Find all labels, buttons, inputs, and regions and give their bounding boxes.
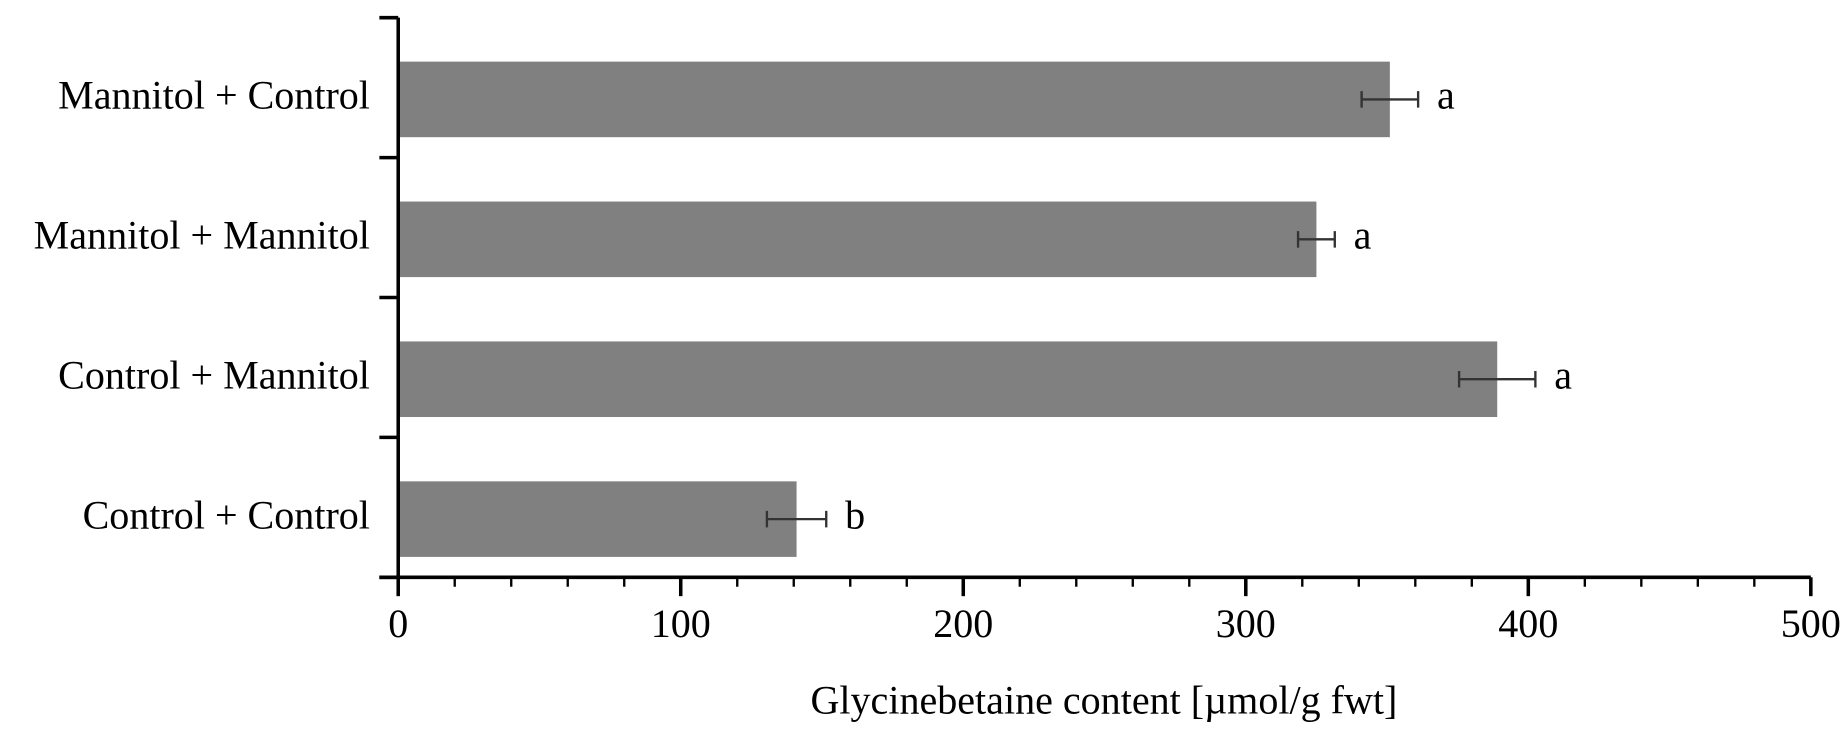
y-tick-label: Mannitol + Mannitol bbox=[34, 213, 370, 258]
y-tick-label: Control + Mannitol bbox=[58, 352, 370, 397]
x-tick-label: 500 bbox=[1781, 601, 1841, 646]
significance-label: b bbox=[845, 492, 865, 537]
error-bar bbox=[765, 510, 828, 528]
x-tick-label: 100 bbox=[651, 601, 711, 646]
y-tick-label: Mannitol + Control bbox=[58, 73, 370, 118]
significance-label: a bbox=[1354, 213, 1372, 258]
error-bar bbox=[1360, 91, 1420, 108]
error-bar bbox=[1457, 370, 1537, 388]
bar bbox=[398, 61, 1390, 138]
significance-label: a bbox=[1437, 73, 1455, 118]
x-tick-label: 200 bbox=[933, 601, 993, 646]
significance-label: a bbox=[1554, 352, 1572, 397]
bar bbox=[398, 341, 1498, 417]
x-tick-label: 400 bbox=[1498, 601, 1558, 646]
error-bar bbox=[1296, 231, 1336, 248]
bar bbox=[398, 481, 797, 557]
x-axis-title: Glycinebetaine content [µmol/g fwt] bbox=[810, 678, 1397, 723]
x-tick-label: 0 bbox=[388, 601, 408, 646]
x-tick-label: 300 bbox=[1216, 601, 1276, 646]
bar bbox=[398, 201, 1317, 278]
y-tick-label: Control + Control bbox=[83, 492, 370, 537]
